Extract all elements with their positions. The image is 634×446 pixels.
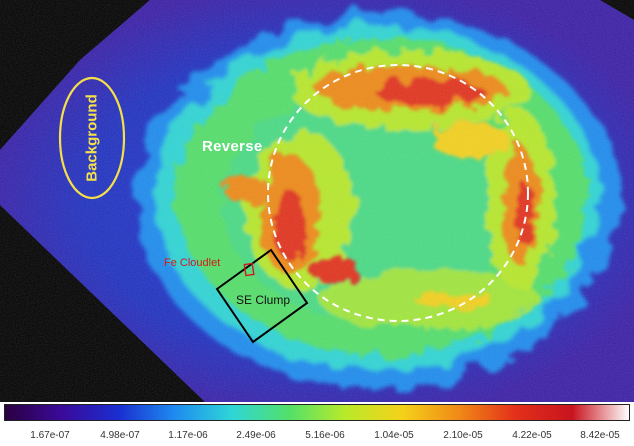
colorbar[interactable] bbox=[4, 404, 630, 421]
colorbar-tick-label: 4.22e-05 bbox=[512, 430, 552, 441]
background-label: Background bbox=[83, 94, 101, 182]
colorbar-tick-label: 8.42e-05 bbox=[580, 430, 620, 441]
fe-cloudlet-region-box bbox=[243, 262, 255, 277]
colorbar-tick-label: 1.67e-07 bbox=[30, 430, 70, 441]
colorbar-tick-label: 4.98e-07 bbox=[100, 430, 140, 441]
colorbar-panel: 1.67e-07 4.98e-07 1.17e-06 2.49e-06 5.16e-06… bbox=[0, 402, 634, 446]
colorbar-tick-label: 2.10e-05 bbox=[443, 430, 483, 441]
colorbar-tick-label: 5.16e-06 bbox=[305, 430, 345, 441]
fe-cloudlet-label: Fe Cloudlet bbox=[164, 257, 221, 269]
remnant-image bbox=[0, 0, 634, 402]
colorbar-tick-label: 1.04e-05 bbox=[374, 430, 414, 441]
colorbar-tick-label: 1.17e-06 bbox=[168, 430, 208, 441]
reverse-label: Reverse bbox=[202, 138, 263, 155]
colorbar-tick-label: 2.49e-06 bbox=[236, 430, 276, 441]
se-clump-region-box bbox=[215, 248, 309, 344]
background-region-ellipse bbox=[58, 76, 126, 200]
reverse-region-circle bbox=[267, 64, 529, 322]
se-clump-label: SE Clump bbox=[236, 293, 291, 307]
image-viewer[interactable]: Background Reverse Fe Cloudlet SE Clump bbox=[0, 0, 634, 402]
